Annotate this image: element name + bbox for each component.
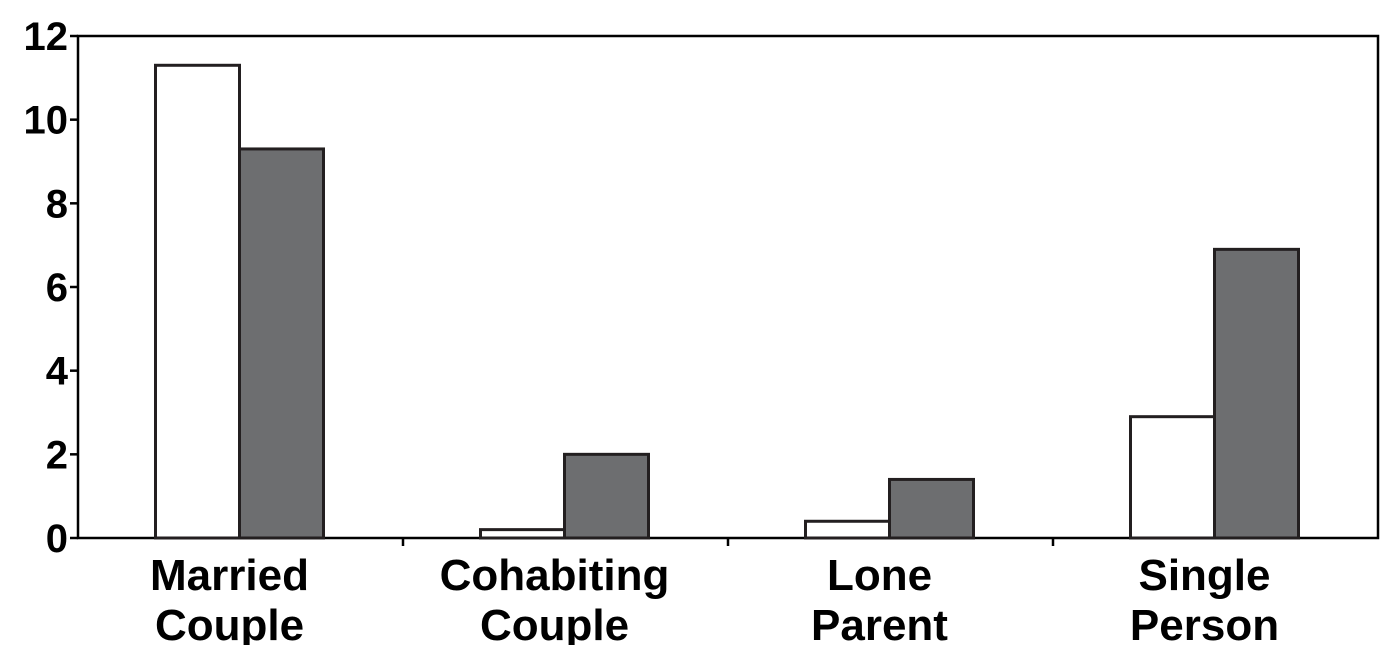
bar-gray-2 [888, 477, 975, 540]
x-category-label: Married Couple [150, 551, 309, 645]
y-tick-label: 2 [46, 433, 68, 477]
bar-white-0 [154, 63, 241, 540]
y-tick-label: 0 [46, 517, 68, 561]
bar-white-2 [804, 519, 891, 540]
y-tick-label: 4 [46, 350, 69, 394]
x-category-label: Cohabiting Couple [440, 551, 670, 645]
y-tick-label: 10 [24, 99, 69, 143]
y-tick-label: 6 [46, 266, 68, 310]
bars-layer [154, 63, 1300, 540]
y-tick-label: 12 [24, 15, 69, 59]
x-category-label-line: Couple [480, 601, 629, 645]
x-category-label-line: Couple [155, 601, 304, 645]
x-category-label: Single Person [1130, 551, 1279, 645]
x-category-label-line: Cohabiting [440, 551, 670, 600]
bar-gray-1 [563, 452, 650, 540]
y-tick-label: 8 [46, 182, 68, 226]
x-category-label-line: Married [150, 551, 309, 600]
x-category-label-line: Parent [811, 601, 948, 645]
bar-white-1 [479, 528, 566, 540]
bar-gray-0 [238, 147, 325, 540]
x-category-label: Lone Parent [811, 551, 948, 645]
bar-gray-3 [1213, 247, 1300, 540]
x-category-label-line: Person [1130, 601, 1279, 645]
bar-white-3 [1129, 415, 1216, 540]
y-axis: 0 2 4 6 8 10 12 [24, 15, 78, 561]
x-category-label-line: Lone [827, 551, 932, 600]
x-category-label-line: Single [1138, 551, 1270, 600]
